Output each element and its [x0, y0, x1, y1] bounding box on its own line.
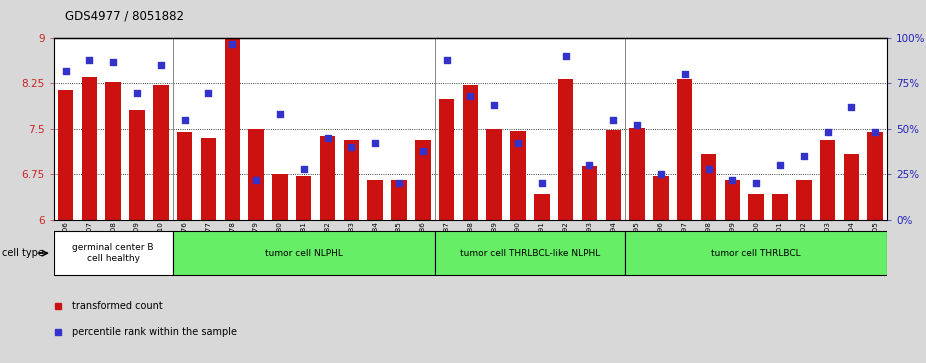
Bar	[81, 77, 97, 220]
Bar	[130, 110, 144, 220]
Point	[725, 177, 740, 183]
Point	[439, 57, 454, 63]
Bar	[486, 129, 502, 220]
Point	[249, 177, 264, 183]
Point	[677, 72, 692, 77]
Bar	[392, 180, 407, 220]
Point	[582, 162, 597, 168]
Bar	[368, 180, 383, 220]
Point	[130, 90, 144, 95]
FancyBboxPatch shape	[625, 231, 887, 275]
Text: tumor cell THRLBCL: tumor cell THRLBCL	[711, 249, 801, 258]
Bar	[319, 136, 335, 220]
Bar	[772, 194, 788, 220]
Bar	[796, 180, 811, 220]
FancyBboxPatch shape	[434, 231, 625, 275]
Point	[749, 180, 764, 186]
Point	[510, 140, 525, 146]
Point	[606, 117, 620, 123]
Point	[654, 171, 669, 177]
Point	[701, 166, 716, 172]
Bar	[558, 79, 573, 220]
Bar	[153, 85, 169, 220]
Point	[201, 90, 216, 95]
Point	[820, 130, 835, 135]
Bar	[106, 82, 121, 220]
Point	[392, 180, 407, 186]
Point	[796, 153, 811, 159]
Bar	[344, 140, 359, 220]
Text: percentile rank within the sample: percentile rank within the sample	[72, 327, 237, 337]
Bar	[225, 38, 240, 220]
Bar	[534, 194, 550, 220]
Point	[225, 41, 240, 46]
Text: GDS4977 / 8051882: GDS4977 / 8051882	[65, 9, 184, 22]
Bar	[58, 90, 73, 220]
Bar	[439, 99, 455, 220]
Text: cell type: cell type	[2, 248, 44, 258]
Point	[844, 104, 858, 110]
Point	[772, 162, 787, 168]
Bar	[606, 130, 621, 220]
Bar	[748, 194, 764, 220]
Bar	[177, 132, 193, 220]
Point	[82, 57, 97, 63]
Point	[272, 111, 287, 117]
Point	[534, 180, 549, 186]
Bar	[725, 180, 740, 220]
Bar	[582, 166, 597, 220]
Point	[177, 117, 192, 123]
Point	[868, 130, 882, 135]
Point	[416, 148, 431, 154]
Point	[296, 166, 311, 172]
Point	[630, 122, 644, 128]
Bar	[201, 138, 217, 220]
Point	[344, 144, 358, 150]
Text: tumor cell THRLBCL-like NLPHL: tumor cell THRLBCL-like NLPHL	[460, 249, 600, 258]
Point	[368, 140, 382, 146]
Bar	[248, 129, 264, 220]
Bar	[630, 128, 644, 220]
FancyBboxPatch shape	[54, 231, 173, 275]
Bar	[463, 85, 478, 220]
Point	[106, 59, 120, 65]
Point	[463, 93, 478, 99]
Text: transformed count: transformed count	[72, 301, 163, 311]
Point	[558, 53, 573, 59]
Bar	[844, 154, 859, 220]
Point	[58, 68, 73, 74]
Text: germinal center B
cell healthy: germinal center B cell healthy	[72, 244, 154, 263]
Bar	[415, 140, 431, 220]
Bar	[296, 176, 311, 220]
Point	[487, 102, 502, 108]
Text: tumor cell NLPHL: tumor cell NLPHL	[265, 249, 343, 258]
Bar	[820, 140, 835, 220]
Bar	[701, 154, 717, 220]
Bar	[653, 176, 669, 220]
Bar	[677, 79, 693, 220]
Point	[320, 135, 335, 141]
FancyBboxPatch shape	[173, 231, 434, 275]
Bar	[272, 174, 288, 220]
Bar	[868, 132, 883, 220]
Bar	[510, 131, 526, 220]
Point	[154, 62, 169, 68]
